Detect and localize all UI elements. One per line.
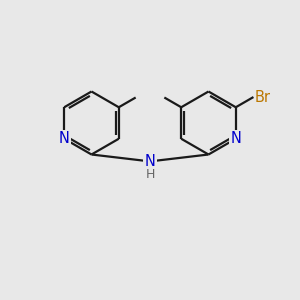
Text: N: N [59, 131, 70, 146]
Text: H: H [145, 167, 155, 181]
Text: N: N [145, 154, 155, 169]
Text: Br: Br [255, 89, 271, 104]
Text: N: N [230, 131, 241, 146]
